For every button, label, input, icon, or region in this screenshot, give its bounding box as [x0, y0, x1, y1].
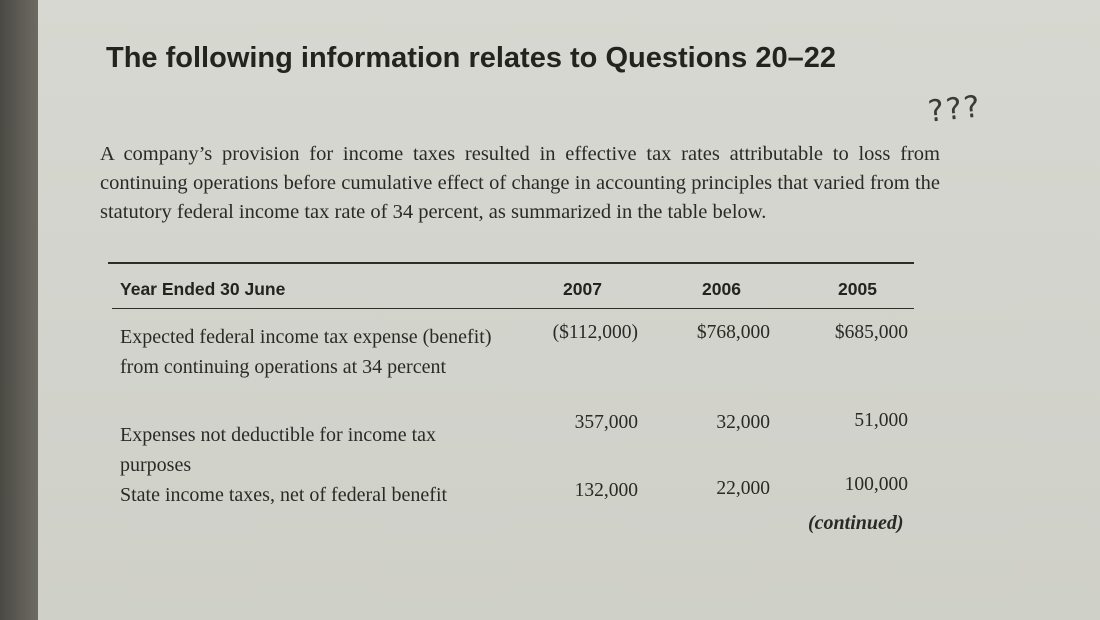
section-title: The following information relates to Que… — [106, 42, 836, 74]
cell-2006-expenses: 32,000 — [716, 412, 770, 433]
intro-paragraph: A company’s provision for income taxes r… — [100, 143, 940, 223]
cell-2006-expected: $768,000 — [696, 322, 770, 343]
cell-2005-expenses: 51,000 — [854, 410, 908, 431]
header-year-ended: Year Ended 30 June — [120, 279, 286, 299]
header-2006: 2006 — [702, 279, 741, 299]
cell-2006-state: 22,000 — [716, 478, 770, 499]
row-label-expected-federal-tax: Expected federal income tax expense (ben… — [120, 326, 492, 378]
header-2005: 2005 — [838, 279, 877, 299]
table-top-rule — [108, 262, 914, 264]
handwritten-question-marks: ??? — [926, 89, 984, 130]
row-label-expenses-not-deductible: Expenses not deductible for income tax p… — [120, 424, 437, 476]
cell-2007-expected: ($112,000) — [552, 322, 638, 343]
row-label-state-income-taxes: State income taxes, net of federal benef… — [120, 484, 448, 506]
cell-2007-expenses: 357,000 — [574, 412, 638, 433]
header-2007: 2007 — [563, 279, 602, 299]
book-page: The following information relates to Que… — [38, 0, 1100, 620]
table-header-rule — [112, 308, 914, 309]
cell-2005-expected: $685,000 — [834, 322, 908, 343]
continued-note: (continued) — [808, 512, 904, 534]
cell-2007-state: 132,000 — [574, 480, 638, 501]
cell-2005-state: 100,000 — [844, 474, 908, 495]
book-gutter — [0, 0, 40, 620]
